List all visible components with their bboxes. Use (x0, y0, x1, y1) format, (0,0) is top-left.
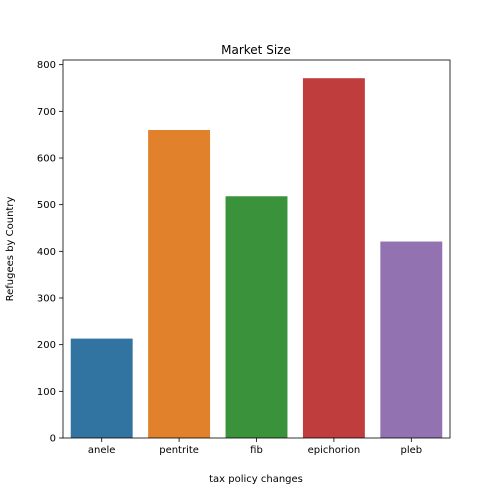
bar-pleb (380, 241, 443, 438)
x-tick-label: pleb (400, 445, 422, 456)
x-tick-label: anele (88, 445, 116, 456)
plot-frame (62, 59, 451, 439)
y-tick-label: 700 (37, 107, 56, 118)
y-tick-label: 100 (37, 387, 56, 398)
y-tick-label: 400 (37, 247, 56, 258)
bar-epichorion (302, 78, 365, 438)
bar-anele (70, 338, 133, 438)
bar-pentrite (148, 130, 211, 438)
y-tick-label: 800 (37, 60, 56, 71)
y-tick-label: 600 (37, 154, 56, 165)
y-tick-label: 0 (50, 434, 56, 445)
x-tick-label: epichorion (308, 445, 361, 456)
y-axis-title: Refugees by Country (5, 197, 16, 302)
y-tick-label: 500 (37, 200, 56, 211)
y-tick-label: 200 (37, 340, 56, 351)
x-axis-title: tax policy changes (209, 474, 303, 485)
plot-area: anele pentrite fib epichorion pleb 0 100 200 300… (37, 59, 451, 456)
bar-fib (225, 196, 288, 438)
x-tick-label: pentrite (159, 445, 199, 456)
y-tick-label: 300 (37, 294, 56, 305)
chart-title: Market Size (221, 43, 291, 57)
x-tick-label: fib (250, 445, 263, 456)
